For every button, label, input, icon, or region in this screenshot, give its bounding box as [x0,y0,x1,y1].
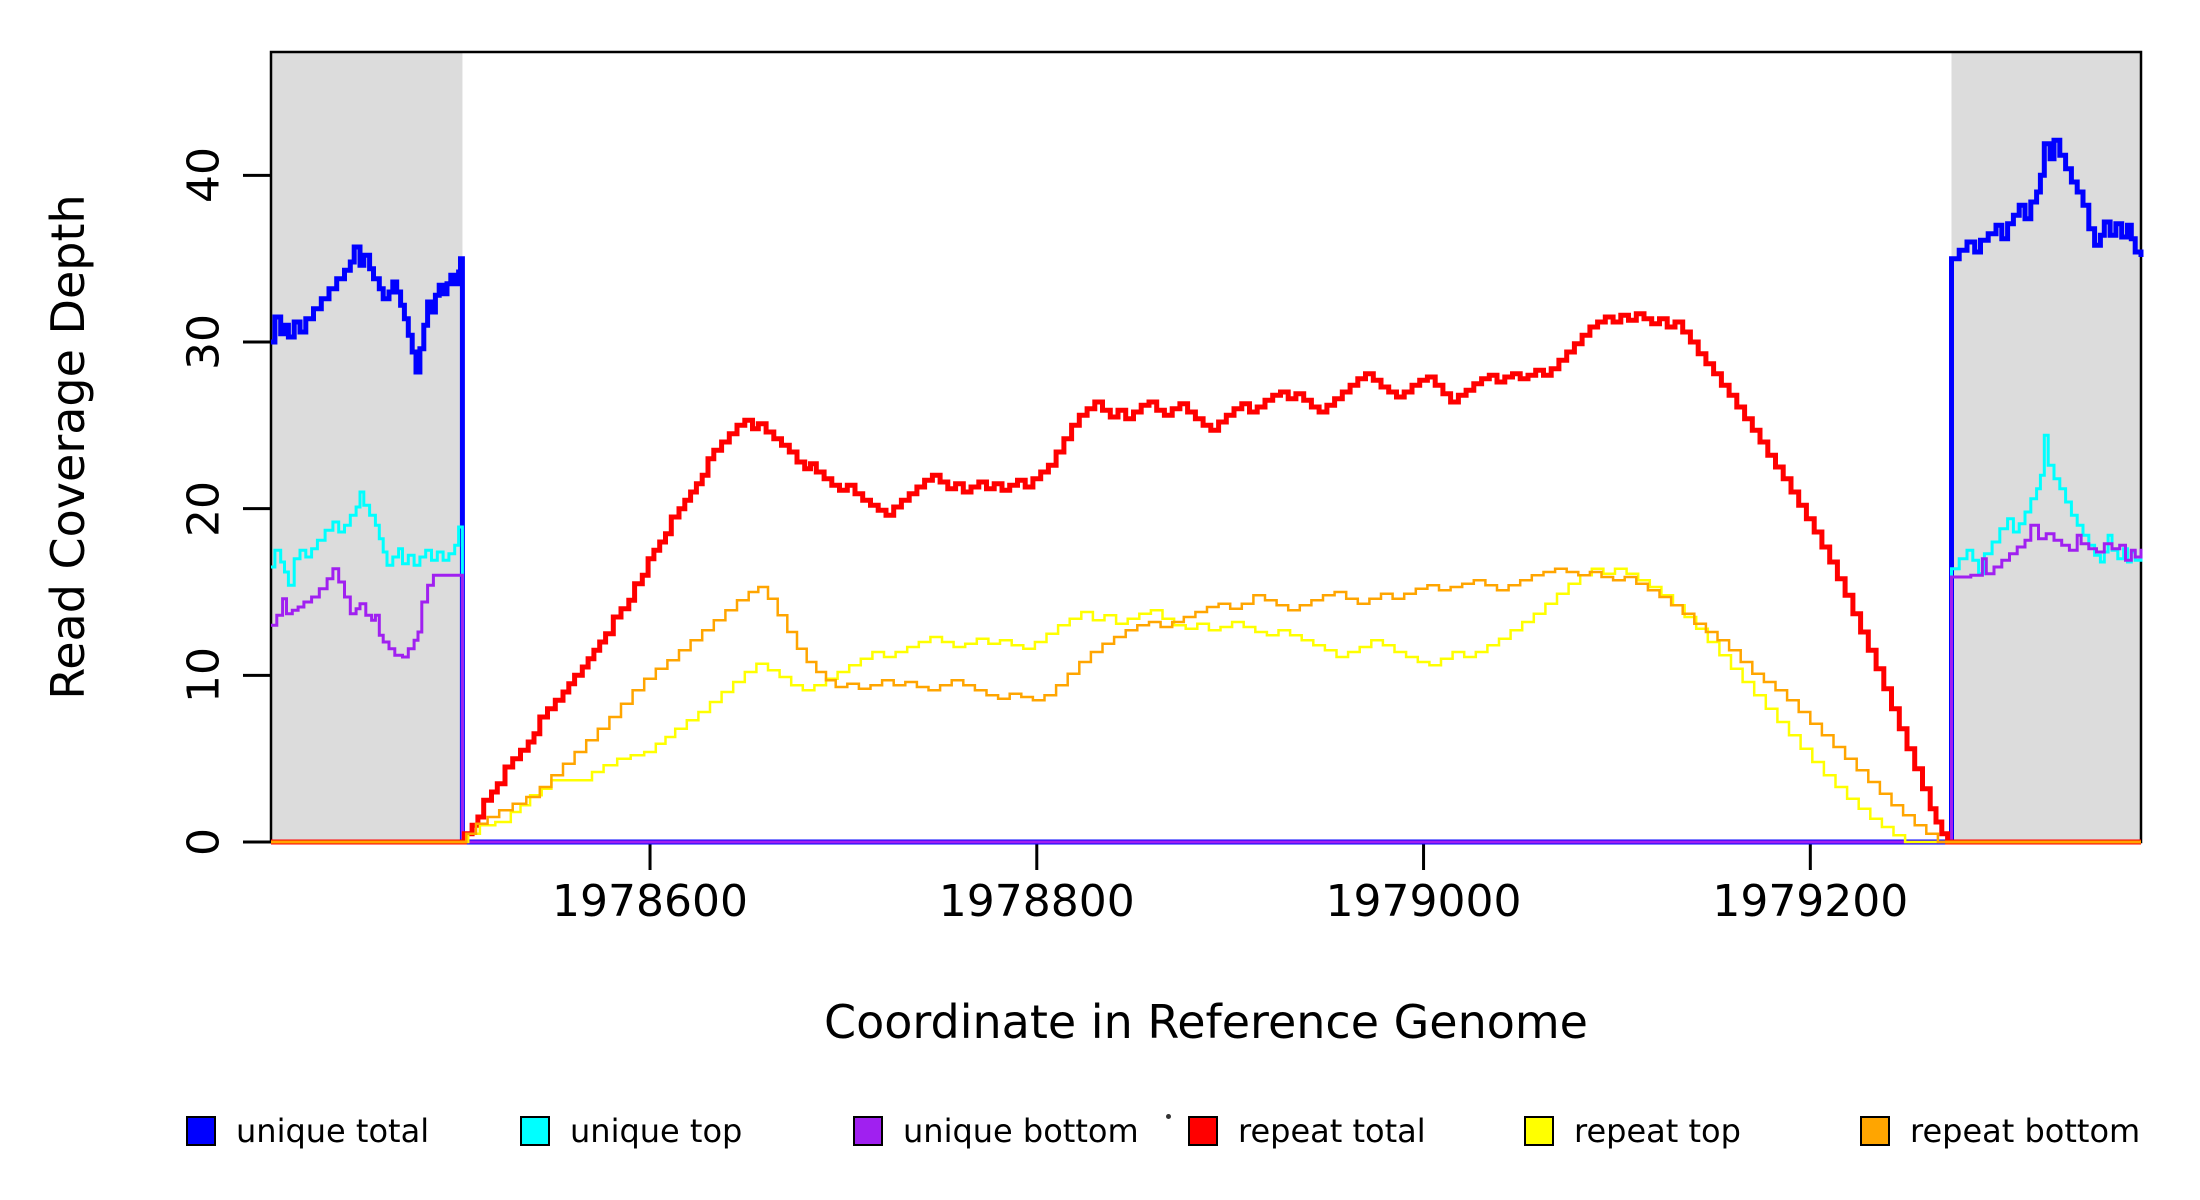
series-repeat-bottom-line [271,567,2141,844]
legend-label: unique top [570,1112,743,1150]
legend-item-repeat-top: repeat top [1524,1112,1741,1150]
x-tick-label: 1979200 [1712,876,1909,927]
legend-item-repeat-bottom: repeat bottom [1860,1112,2140,1150]
legend-swatch-icon [1188,1116,1218,1146]
legend-item-repeat-total: repeat total [1188,1112,1426,1150]
x-tick-label: 1978800 [938,876,1135,927]
legend-label: repeat top [1574,1112,1741,1150]
shaded-flank-region [271,52,463,842]
legend-item-unique-bottom: unique bottom [853,1112,1139,1150]
legend-label: repeat total [1238,1112,1426,1150]
series-unique-total-line [271,137,2144,845]
y-tick-label: 30 [178,314,230,370]
shaded-flank-region [1951,52,2141,842]
x-axis-title: Coordinate in Reference Genome [824,995,1588,1049]
legend-label: repeat bottom [1910,1112,2141,1150]
legend-swatch-icon [186,1116,216,1146]
y-tick-label: 40 [178,147,230,204]
series-repeat-total-line [271,311,2141,845]
y-tick-label: 0 [178,828,230,856]
series-unique-top-line [271,433,2143,844]
x-tick-label: 1979000 [1325,876,1522,927]
legend-swatch-icon [1524,1116,1554,1146]
y-tick-label: 20 [178,480,230,537]
plot-border [269,50,2143,844]
y-axis-title: Read Coverage Depth [41,194,95,700]
y-tick-label: 10 [178,647,230,704]
legend-swatch-icon [520,1116,550,1146]
legend-item-unique-top: unique top [520,1112,742,1150]
series-unique-bottom-line [271,523,2143,844]
legend-swatch-icon [853,1116,883,1146]
x-tick-label: 1978600 [552,876,748,927]
legend-label: unique bottom [903,1112,1139,1150]
legend-label: unique total [236,1112,430,1150]
legend-item-unique-total: unique total [186,1112,429,1150]
stray-dot-mark [1166,1114,1171,1119]
legend-swatch-icon [1860,1116,1890,1146]
